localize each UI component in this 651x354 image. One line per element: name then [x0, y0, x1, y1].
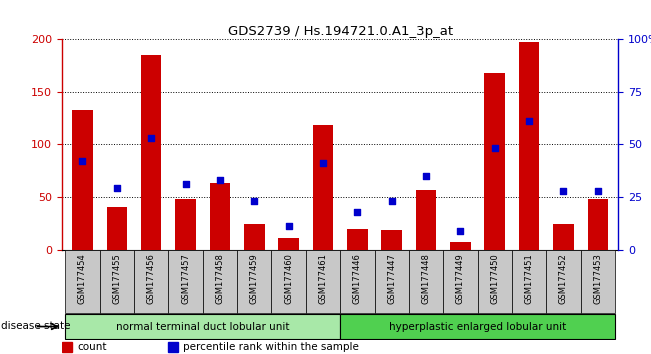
- Text: GSM177452: GSM177452: [559, 253, 568, 303]
- Bar: [553, 224, 574, 250]
- Text: GSM177448: GSM177448: [422, 253, 430, 304]
- Bar: [107, 207, 127, 250]
- Bar: [484, 73, 505, 250]
- Text: GSM177455: GSM177455: [113, 253, 121, 303]
- Bar: [478, 250, 512, 313]
- Text: GSM177446: GSM177446: [353, 253, 362, 304]
- Text: count: count: [77, 342, 107, 352]
- Text: GSM177449: GSM177449: [456, 253, 465, 303]
- Point: [524, 118, 534, 124]
- Bar: [340, 314, 615, 339]
- Bar: [347, 229, 368, 250]
- Title: GDS2739 / Hs.194721.0.A1_3p_at: GDS2739 / Hs.194721.0.A1_3p_at: [228, 25, 452, 38]
- Text: normal terminal duct lobular unit: normal terminal duct lobular unit: [116, 321, 290, 332]
- Bar: [587, 199, 608, 250]
- Bar: [581, 250, 615, 313]
- Bar: [72, 109, 92, 250]
- Point: [421, 173, 431, 179]
- Bar: [416, 189, 436, 250]
- Text: GSM177447: GSM177447: [387, 253, 396, 304]
- Text: hyperplastic enlarged lobular unit: hyperplastic enlarged lobular unit: [389, 321, 566, 332]
- Bar: [409, 250, 443, 313]
- Point: [215, 177, 225, 183]
- Bar: [202, 250, 237, 313]
- Bar: [65, 250, 100, 313]
- Point: [455, 228, 465, 233]
- Point: [559, 188, 569, 193]
- Text: GSM177459: GSM177459: [250, 253, 258, 303]
- Bar: [443, 250, 478, 313]
- Bar: [519, 42, 540, 250]
- Bar: [169, 250, 202, 313]
- Bar: [546, 250, 581, 313]
- Point: [180, 182, 191, 187]
- Point: [283, 224, 294, 229]
- Bar: [450, 242, 471, 250]
- Bar: [374, 250, 409, 313]
- Bar: [134, 250, 169, 313]
- Point: [387, 198, 397, 204]
- Bar: [306, 250, 340, 313]
- Text: GSM177456: GSM177456: [146, 253, 156, 304]
- Bar: [244, 224, 264, 250]
- Text: GSM177451: GSM177451: [525, 253, 534, 303]
- Text: GSM177454: GSM177454: [78, 253, 87, 303]
- Point: [249, 198, 260, 204]
- Bar: [141, 55, 161, 250]
- Text: GSM177461: GSM177461: [318, 253, 327, 304]
- Bar: [340, 250, 374, 313]
- Bar: [175, 199, 196, 250]
- Bar: [271, 250, 306, 313]
- Bar: [210, 183, 230, 250]
- Text: percentile rank within the sample: percentile rank within the sample: [183, 342, 359, 352]
- Bar: [512, 250, 546, 313]
- Text: GSM177458: GSM177458: [215, 253, 225, 304]
- Point: [111, 185, 122, 191]
- Text: GSM177460: GSM177460: [284, 253, 293, 304]
- Bar: [237, 250, 271, 313]
- Bar: [65, 314, 340, 339]
- Bar: [278, 238, 299, 250]
- Text: disease state: disease state: [1, 321, 71, 331]
- Point: [146, 135, 156, 141]
- Point: [352, 209, 363, 215]
- Bar: [167, 342, 178, 352]
- Text: GSM177457: GSM177457: [181, 253, 190, 304]
- Bar: [381, 229, 402, 250]
- Point: [318, 160, 328, 166]
- Point: [77, 158, 88, 164]
- Bar: [312, 125, 333, 250]
- Text: GSM177453: GSM177453: [593, 253, 602, 304]
- Point: [490, 145, 500, 151]
- Text: GSM177450: GSM177450: [490, 253, 499, 303]
- Bar: [100, 250, 134, 313]
- Bar: [62, 342, 72, 352]
- Point: [592, 188, 603, 193]
